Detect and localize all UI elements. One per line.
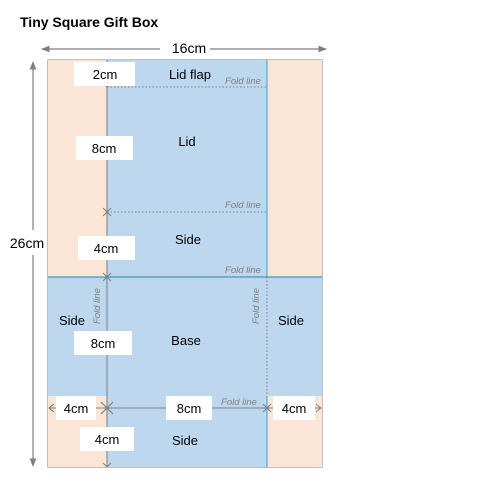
label-box-8cm-lid <box>76 136 133 160</box>
right-side-dimension: 4cm <box>282 401 307 416</box>
fold-label-lid: Fold line <box>225 200 261 211</box>
lid-flap-dimension: 2cm <box>93 67 118 82</box>
side-top-label: Side <box>175 232 201 247</box>
label-box-4cm-right <box>273 396 315 420</box>
total-height-label: 26cm <box>10 235 44 251</box>
fold-label-side-top: Fold line <box>225 265 261 276</box>
arrowhead-right-end <box>315 403 322 413</box>
lid-dimension: 8cm <box>92 141 117 156</box>
base-label: Base <box>171 333 201 348</box>
diagram-title: Tiny Square Gift Box <box>20 14 159 30</box>
side-top-dimension: 4cm <box>94 241 119 256</box>
tick-277-up <box>102 276 112 282</box>
cross-marker <box>100 401 114 415</box>
side-bottom-dimension: 4cm <box>95 432 120 447</box>
side-left-label: Side <box>59 313 85 328</box>
label-box-4cm-side <box>78 236 135 260</box>
arrowhead-left-end <box>48 403 55 413</box>
label-box-4cm-left <box>56 396 96 420</box>
base-dimension: 8cm <box>91 336 116 351</box>
side-right-label: Side <box>278 313 304 328</box>
fold-label-base-right: Fold line <box>251 288 262 324</box>
fold-label-lid-flap: Fold line <box>225 76 261 87</box>
label-box-2cm <box>74 62 135 86</box>
total-width-label: 16cm <box>172 40 206 56</box>
label-box-8cm-width <box>166 396 212 420</box>
peach-strip-top-right <box>267 60 322 277</box>
tick-267-right <box>266 403 272 413</box>
peach-notch-right <box>267 418 322 467</box>
lid-label: Lid <box>178 134 195 149</box>
left-side-dimension: 4cm <box>64 401 89 416</box>
label-box-4cm-bottom <box>80 427 134 451</box>
side-bottom-label: Side <box>172 433 198 448</box>
base-width-dimension: 8cm <box>177 401 202 416</box>
lid-flap-label: Lid flap <box>169 67 211 82</box>
tick-212-up <box>102 211 112 217</box>
fold-label-base-left: Fold line <box>92 288 103 324</box>
fold-label-base-bottom: Fold line <box>221 397 257 408</box>
tick-bottom <box>102 462 112 468</box>
label-box-8cm-base <box>74 331 132 355</box>
